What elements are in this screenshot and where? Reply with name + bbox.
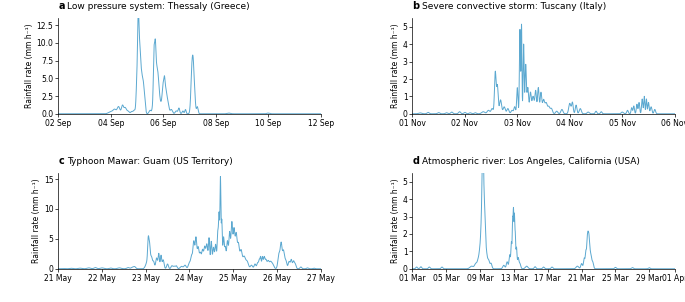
Y-axis label: Rainfall rate (mm h⁻¹): Rainfall rate (mm h⁻¹) xyxy=(25,24,34,108)
Text: Low pressure system: Thessaly (Greece): Low pressure system: Thessaly (Greece) xyxy=(67,2,250,11)
Text: Atmospheric river: Los Angeles, California (USA): Atmospheric river: Los Angeles, Californ… xyxy=(421,157,639,166)
Y-axis label: Rainfall rate (mm h⁻¹): Rainfall rate (mm h⁻¹) xyxy=(391,178,400,263)
Y-axis label: Rainfall rate (mm h⁻¹): Rainfall rate (mm h⁻¹) xyxy=(32,178,41,263)
Text: a: a xyxy=(58,2,64,11)
Y-axis label: Rainfall rate (mm h⁻¹): Rainfall rate (mm h⁻¹) xyxy=(391,24,400,108)
Text: Severe convective storm: Tuscany (Italy): Severe convective storm: Tuscany (Italy) xyxy=(421,2,606,11)
Text: d: d xyxy=(412,156,419,166)
Text: b: b xyxy=(412,2,419,11)
Text: Typhoon Mawar: Guam (US Territory): Typhoon Mawar: Guam (US Territory) xyxy=(67,157,233,166)
Text: c: c xyxy=(58,156,64,166)
